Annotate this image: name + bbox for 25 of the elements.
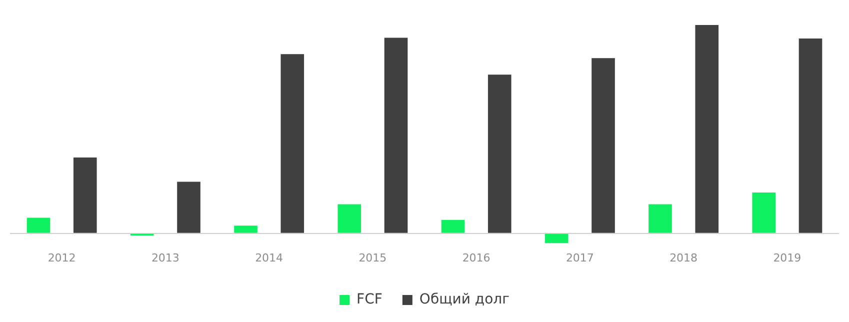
bar [73,158,97,233]
x-tick-label: 2013 [151,251,180,264]
bar [26,218,50,233]
x-tick-label: 2015 [358,251,387,264]
x-tick-label: 2014 [255,251,284,264]
legend-label: FCF [356,292,382,308]
x-tick-label: 2017 [566,251,594,264]
bar [234,226,258,233]
bar [488,74,512,233]
x-tick-label: 2018 [670,251,698,264]
bar [338,204,362,233]
bar [384,38,408,233]
bar [280,54,304,233]
bar [648,204,672,233]
bar [592,58,615,233]
bar [177,182,200,233]
bar [798,38,822,233]
bar [544,234,568,244]
bar [695,25,719,233]
bar [752,192,776,233]
bar [441,220,465,233]
x-tick-label: 2019 [773,251,802,264]
legend-label: Общий долг [419,292,510,308]
x-tick-label: 2016 [462,251,490,264]
x-tick-label: 2012 [48,251,76,264]
